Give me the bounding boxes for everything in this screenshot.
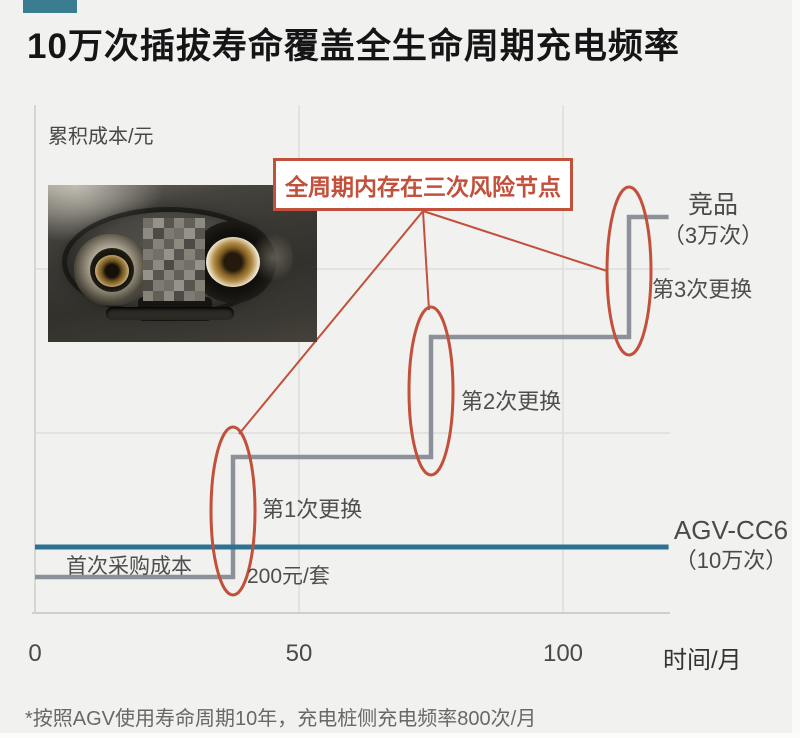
risk-annotation-box: 全周期内存在三次风险节点 <box>273 158 573 211</box>
replacement-3-label: 第3次更换 <box>652 277 753 302</box>
risk-annotation-text: 全周期内存在三次风险节点 <box>285 173 561 200</box>
competitor-lifespan: （3万次） <box>662 223 764 248</box>
risk-callout-line-1 <box>238 210 424 435</box>
risk-ellipse-3 <box>605 185 653 357</box>
risk-ellipse-2 <box>407 305 455 477</box>
competitor-series-label: 竞品 （3万次） <box>663 189 763 251</box>
recess-groove <box>106 307 234 320</box>
right-contact-pin <box>206 237 260 287</box>
risk-callout-line-2 <box>422 210 430 311</box>
first-purchase-label: 首次采购成本 <box>66 555 192 578</box>
x-axis-label: 时间/月 <box>663 647 742 674</box>
footnote: *按照AGV使用寿命周期10年，充电桩侧充电频率800次/月 <box>25 708 537 730</box>
competitor-step-line <box>35 214 669 580</box>
risk-callout-line-3 <box>422 210 608 272</box>
x-tick-50: 50 <box>285 640 313 667</box>
right-edge-strip <box>792 0 800 738</box>
censor-mosaic <box>143 218 205 301</box>
risk-ellipse-1 <box>209 425 257 597</box>
page-title: 10万次插拔寿命覆盖全生命周期充电频率 <box>27 27 680 66</box>
unit-cost-label: 200元/套 <box>247 565 330 588</box>
replacement-1-label: 第1次更换 <box>262 497 363 522</box>
damaged-connector-photo <box>48 185 317 342</box>
competitor-name: 竞品 <box>687 191 738 219</box>
bottom-edge-strip <box>0 733 800 738</box>
replacement-2-label: 第2次更换 <box>461 389 562 414</box>
x-tick-0: 0 <box>28 640 42 667</box>
y-axis-label: 累积成本/元 <box>48 126 154 148</box>
x-tick-100: 100 <box>542 640 584 667</box>
left-contact-pin <box>95 255 129 287</box>
agv-name: AGV-CC6 <box>673 515 789 545</box>
agv-series-label: AGV-CC6 （10万次） <box>674 514 788 576</box>
title-accent-bar <box>23 0 77 13</box>
agv-lifespan: （10万次） <box>674 548 788 573</box>
